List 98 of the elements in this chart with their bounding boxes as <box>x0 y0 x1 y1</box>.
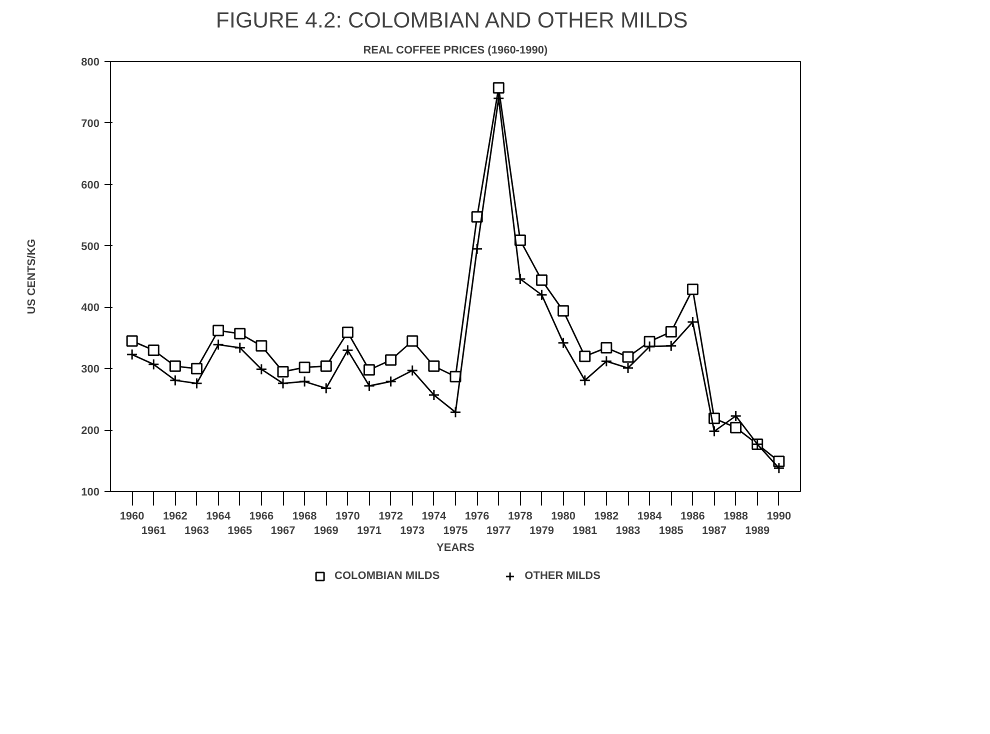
x-tick-label: 1963 <box>184 524 209 537</box>
x-tick-label: 1984 <box>637 510 663 522</box>
point <box>428 389 440 401</box>
point <box>126 335 138 347</box>
x-tick-label: 1978 <box>508 510 532 522</box>
y-tick-label: 600 <box>81 179 100 192</box>
point <box>320 360 332 372</box>
x-tick-label: 1987 <box>702 524 726 537</box>
y-tick-label: 400 <box>81 302 100 314</box>
point <box>622 362 634 374</box>
point <box>234 328 246 340</box>
x-tick-label: 1975 <box>443 524 468 537</box>
point <box>450 406 462 418</box>
point <box>385 354 397 366</box>
y-axis-title: US CENTS/KG <box>26 238 38 314</box>
x-tick-label: 1962 <box>162 510 188 522</box>
x-tick-label: 1976 <box>464 510 490 522</box>
y-tick-label: 700 <box>81 118 100 130</box>
x-tick-label: 1990 <box>766 510 792 522</box>
point <box>298 376 310 388</box>
point <box>277 378 289 390</box>
point <box>212 324 224 336</box>
point <box>126 348 138 360</box>
y-tick-label: 500 <box>81 240 100 253</box>
point <box>579 350 591 362</box>
x-tick-label: 1983 <box>616 524 640 537</box>
x-tick-label: 1964 <box>206 510 232 522</box>
point <box>364 364 375 376</box>
point <box>256 340 268 352</box>
point <box>191 362 202 374</box>
point <box>234 342 246 354</box>
y-tick-label: 800 <box>81 56 100 68</box>
point <box>558 337 570 349</box>
point <box>191 378 202 390</box>
x-tick-label: 1966 <box>249 510 274 522</box>
point <box>686 284 698 296</box>
point <box>536 274 548 286</box>
point <box>320 382 332 394</box>
chart-title: FIGURE 4.2: COLOMBIAN AND OTHER MILDS <box>216 8 688 32</box>
y-tick-label: 100 <box>81 486 100 498</box>
point <box>169 374 181 386</box>
x-tick-label: 1986 <box>680 510 705 522</box>
point <box>277 366 289 378</box>
x-tick-label: 1974 <box>422 510 448 522</box>
x-tick-label: 1979 <box>530 524 554 537</box>
x-tick-label: 1960 <box>120 510 144 522</box>
point <box>169 360 181 372</box>
point <box>579 374 591 386</box>
point <box>406 335 418 347</box>
x-tick-label: 1965 <box>228 524 252 537</box>
x-axis-title: YEARS <box>436 542 474 554</box>
point <box>558 305 570 317</box>
x-tick-label: 1970 <box>335 510 360 522</box>
x-tick-label: 1968 <box>292 510 317 522</box>
x-tick-label: 1989 <box>745 524 770 537</box>
point <box>492 82 504 94</box>
chart-subtitle: REAL COFFEE PRICES (1960-1990) <box>363 44 548 56</box>
point <box>148 358 160 370</box>
point <box>536 289 548 301</box>
point <box>708 426 720 438</box>
point <box>644 340 656 352</box>
point <box>600 356 612 368</box>
x-tick-label: 1973 <box>400 524 425 537</box>
x-tick-label: 1982 <box>594 510 619 522</box>
x-tick-label: 1985 <box>658 524 684 537</box>
x-tick-label: 1961 <box>141 524 166 537</box>
point <box>256 364 268 376</box>
x-tick-label: 1969 <box>314 524 338 537</box>
x-tick-label: 1967 <box>270 524 296 537</box>
point <box>428 360 440 372</box>
point <box>730 422 742 434</box>
x-tick-label: 1977 <box>486 524 511 537</box>
legend-label: OTHER MILDS <box>524 570 600 582</box>
point <box>385 376 397 388</box>
legend-label: COLOMBIAN MILDS <box>334 570 440 582</box>
point <box>665 340 677 352</box>
point <box>342 344 354 356</box>
x-tick-label: 1981 <box>572 524 598 537</box>
y-tick-label: 300 <box>81 364 100 376</box>
point <box>212 338 224 350</box>
point <box>406 364 418 376</box>
point <box>600 342 612 354</box>
point <box>730 410 742 422</box>
point <box>773 462 785 474</box>
point <box>298 362 310 374</box>
point <box>514 273 526 285</box>
x-tick-label: 1972 <box>378 510 404 522</box>
x-tick-label: 1971 <box>357 524 382 537</box>
point <box>364 380 375 392</box>
point <box>471 243 483 255</box>
y-tick-label: 200 <box>81 425 100 438</box>
x-tick-label: 1988 <box>724 510 748 522</box>
point <box>665 326 677 338</box>
x-tick-label: 1980 <box>551 510 576 522</box>
point <box>148 344 160 356</box>
point <box>686 316 698 328</box>
point <box>622 351 634 363</box>
point <box>342 326 354 338</box>
